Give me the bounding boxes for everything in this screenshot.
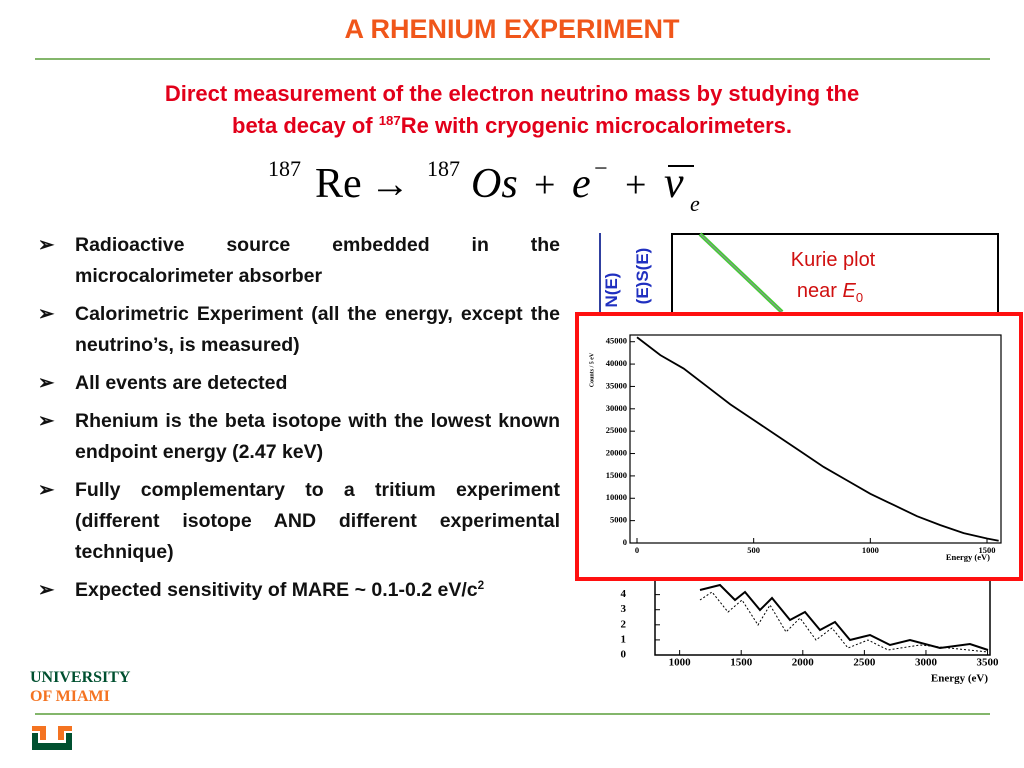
charge: − [594,156,608,182]
superscript: 2 [477,578,485,592]
bullet-marker: ➢ [38,372,55,394]
noise-trace [699,583,989,651]
bullet-marker: ➢ [38,579,55,601]
bullet: ➢ All events are detected [38,368,560,399]
subscript: e [690,191,700,216]
x-tick-label: 500 [747,545,760,555]
y-tick-label: 2 [621,618,627,630]
y-tick-label: 25000 [606,425,627,435]
bullet-text: Expected sensitivity of MARE ~ 0.1-0.2 e… [75,575,560,606]
text: Radioactive source embedded in the micro… [75,234,560,287]
y-tick-label: 0 [623,537,627,547]
y-tick-label: 5000 [610,515,627,525]
bullet-text: Radioactive source embedded in the micro… [75,230,560,292]
bullet-marker: ➢ [38,303,55,325]
spectrum-line [636,336,999,542]
y-tick-label: 45000 [606,336,627,346]
x-tick-label: 3000 [915,657,938,669]
bullet-marker: ➢ [38,234,55,256]
plot-frame [629,334,1002,544]
x-tick-label: 3500 [977,657,1000,669]
x-tick-label: 1500 [730,657,753,669]
plot-frame [654,574,991,656]
logo-text: OF MIAMI [30,688,110,705]
operator: + [625,164,646,206]
operator: + [534,164,555,206]
bullet-text: All events are detected [75,368,560,399]
annotation: Kurie plot [791,249,876,271]
mass-number: 187 [427,156,460,181]
x-tick-label: 0 [635,545,639,555]
text: All events are detected [75,372,288,394]
bullet: ➢ Fully complementary to a tritium experi… [38,475,560,568]
bullet: ➢ Calorimetric Experiment (all the energy… [38,299,560,361]
bullet-text: Calorimetric Experiment (all the energy,… [75,299,560,361]
bullet: ➢ Rhenium is the beta isotope with the lo… [38,406,560,468]
x-tick-label: 2500 [853,657,876,669]
logo-text: UNIVERSITY [30,669,131,686]
axis-label: (E)S(E) [633,248,652,305]
text: Calorimetric Experiment (all the energy,… [75,303,560,356]
u-logo [32,726,72,750]
bullet-marker: ➢ [38,410,55,432]
kurie-plot: N(E) (E)S(E) Kurie plot near E0 [599,232,999,325]
data-line [699,233,783,313]
equation: 187 Re → 187 Os + e − + ν e [268,156,700,216]
bullet-marker: ➢ [38,479,55,501]
bullet: ➢ Radioactive source embedded in the micr… [38,230,560,292]
y-tick-label: 40000 [606,358,627,368]
plot-frame [671,233,999,325]
symbol: Re [315,161,362,207]
y-tick-label: 15000 [606,470,627,480]
mass-number: 187 [268,156,301,181]
subtitle: Direct measurement of the electron neutr… [164,81,860,138]
axis-label: N(E) [602,273,621,308]
arrow: → [370,161,410,206]
bullet-list: ➢ Radioactive source embedded in the micr… [38,230,560,613]
symbol: ν [664,158,684,207]
y-tick-label: 1 [621,633,627,645]
y-tick-label: 4 [621,588,627,600]
y-tick-label: 30000 [606,403,627,413]
text: Expected sensitivity of MARE ~ 0.1-0.2 e… [75,579,478,601]
residual-plot: 1000 1500 2000 2500 3000 3500 0 1 2 3 4 Energy (eV) [621,574,1000,685]
y-tick-label: 3 [621,603,627,615]
x-axis-label: Energy (eV) [946,552,990,562]
x-tick-label: 2000 [792,657,815,669]
x-tick-label: 1000 [862,545,879,555]
text: Rhenium is the beta isotope with the low… [75,410,560,463]
x-tick-label: 1500 [979,545,996,555]
y-tick-label: 10000 [606,492,627,502]
bullet: ➢ Expected sensitivity of MARE ~ 0.1-0.2 … [38,575,560,606]
y-tick-label: 35000 [606,380,627,390]
spectrum-plot: 0 500 1000 15000500010000150002000025000300… [589,334,1002,562]
x-tick-label: 1000 [669,657,692,669]
symbol: e [572,161,591,207]
slide-title: A RHENIUM EXPERIMENT [344,14,680,44]
y-axis-label: Counts / 5 eV [589,352,595,387]
text: Fully complementary to a tritium experim… [75,479,560,563]
noise-trace [699,591,989,653]
bullet-text: Rhenium is the beta isotope with the low… [75,406,560,468]
annotation: near E0 [797,280,863,305]
bullet-text: Fully complementary to a tritium experim… [75,475,560,568]
highlight-box [575,312,1023,581]
symbol: Os [471,161,518,207]
y-tick-label: 0 [621,649,627,661]
y-tick-label: 20000 [606,447,627,457]
x-axis-label: Energy (eV) [931,673,988,685]
